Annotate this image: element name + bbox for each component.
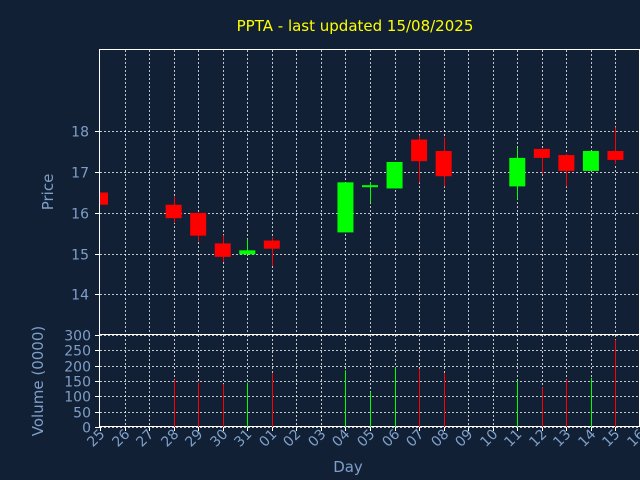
volume-tick-label: 300 [64, 329, 91, 345]
volume-tick-label: 0 [82, 421, 91, 437]
price-axis-label: Price [39, 174, 57, 211]
volume-bars [174, 339, 616, 427]
price-tick-label: 14 [71, 288, 89, 304]
candle-body [509, 157, 526, 187]
candle-body [607, 150, 624, 160]
price-tick-label: 16 [71, 207, 89, 223]
candle-body [386, 161, 403, 189]
volume-tick-label: 150 [64, 375, 91, 391]
candle-body [263, 240, 280, 249]
candle-body [337, 182, 354, 233]
volume-tick-label: 50 [73, 406, 91, 422]
candle-body [214, 243, 231, 257]
chart-title: PPTA - last updated 15/08/2025 [237, 17, 474, 35]
candles [100, 127, 624, 266]
candle-body [533, 148, 550, 158]
candle-body [411, 139, 428, 162]
candle-body [239, 250, 256, 255]
price-tick-labels: 14 15 16 17 18 [71, 125, 100, 304]
candle-body [362, 185, 378, 188]
price-grid [100, 50, 640, 335]
price-tick-label: 15 [71, 248, 89, 264]
candle-body [100, 192, 108, 205]
candle-body [165, 204, 182, 219]
price-tick-label: 18 [71, 125, 89, 141]
candle-body [582, 150, 599, 171]
volume-tick-label: 200 [64, 360, 91, 376]
volume-tick-label: 100 [64, 390, 91, 406]
candle-body [558, 155, 575, 171]
candle-body [190, 212, 207, 236]
x-axis-label: Day [333, 458, 363, 476]
price-tick-label: 17 [71, 166, 89, 182]
volume-axis-label: Volume (0000) [29, 326, 47, 436]
volume-tick-label: 250 [64, 344, 91, 360]
candle-body [435, 150, 452, 177]
